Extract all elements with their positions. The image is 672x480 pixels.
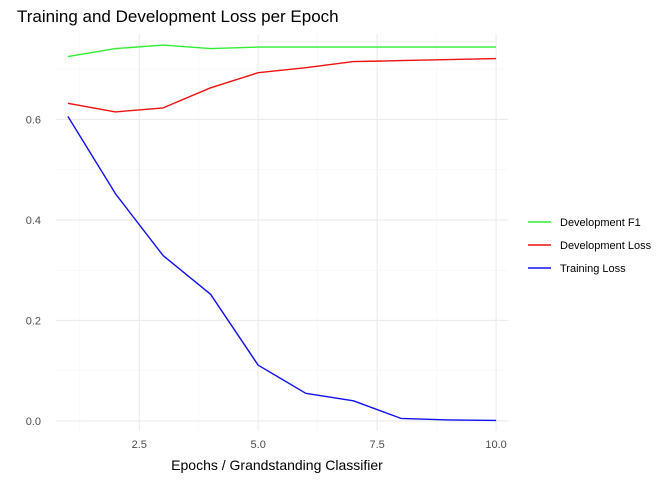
x-tick-label: 5.0 (251, 439, 266, 451)
x-tick-labels: 2.5 5.0 7.5 10.0 (132, 439, 507, 451)
legend: Development F1 Development Loss Training L… (528, 217, 652, 275)
y-tick-label: 0.6 (26, 114, 41, 126)
x-tick-label: 7.5 (370, 439, 385, 451)
y-tick-label: 0.2 (26, 315, 41, 327)
grid (56, 34, 508, 431)
x-tick-label: 2.5 (132, 439, 147, 451)
y-tick-label: 0.4 (26, 215, 41, 227)
legend-label-training-loss: Training Loss (560, 263, 626, 275)
legend-label-development-f1: Development F1 (560, 217, 641, 229)
x-axis-label: Epochs / Grandstanding Classifier (171, 457, 383, 473)
chart-title: Training and Development Loss per Epoch (17, 7, 339, 26)
x-tick-label: 10.0 (485, 439, 506, 451)
series-lines (67, 44, 497, 422)
legend-label-development-loss: Development Loss (560, 240, 652, 252)
y-tick-labels: 0.0 0.2 0.4 0.6 (26, 114, 41, 428)
series-line-training-loss (67, 116, 497, 422)
series-line-development-f1 (67, 44, 497, 58)
y-tick-label: 0.0 (26, 416, 41, 428)
series-line-development-loss (67, 57, 497, 113)
